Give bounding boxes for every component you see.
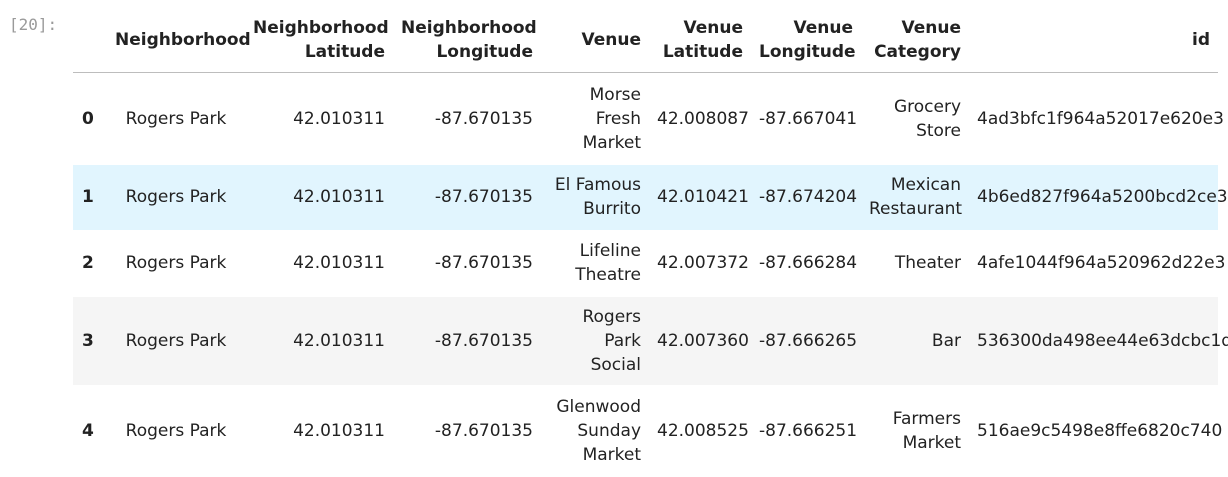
cell-neighborhood: Rogers Park (125, 187, 227, 207)
cell-neighborhood-latitude: 42.010311 (293, 330, 385, 351)
cell-neighborhood: Rogers Park (125, 253, 227, 273)
cell-venue-latitude: 42.008525 (657, 420, 749, 441)
table-header-row: Neighborhood Neighborhood Latitude Neigh… (73, 8, 1218, 73)
cell-neighborhood-longitude: -87.670135 (434, 330, 533, 351)
cell-neighborhood-latitude: 42.010311 (293, 253, 385, 273)
cell-neighborhood-latitude: 42.010311 (293, 108, 385, 129)
row-index: 3 (82, 330, 94, 351)
cell-id: 516ae9c5498e8ffe6820c740 (977, 420, 1223, 441)
cell-id: 4afe1044f964a520962d22e3 (977, 253, 1226, 273)
table-row: 3 Rogers Park 42.010311 -87.670135 Roger… (73, 296, 1228, 385)
cell-venue: El Famous Burrito (554, 175, 641, 219)
cell-venue-longitude: -87.674204 (759, 187, 858, 207)
cell-venue-latitude: 42.007372 (657, 253, 749, 273)
table-row: 1 Rogers Park 42.010311 -87.670135 El Fa… (73, 164, 1228, 230)
dataframe-table: Neighborhood Neighborhood Latitude Neigh… (73, 8, 1228, 477)
cell-venue: Morse Fresh Market (582, 84, 641, 153)
column-header-venue-category: Venue Category (861, 8, 969, 73)
column-header-neighborhood: Neighborhood (107, 8, 251, 73)
column-header-venue: Venue (541, 8, 649, 73)
cell-id: 536300da498ee44e63dcbc1d (977, 330, 1228, 351)
cell-neighborhood-latitude: 42.010311 (293, 187, 385, 207)
column-header-neighborhood-latitude: Neighborhood Latitude (245, 8, 393, 73)
cell-venue-category: Bar (931, 330, 961, 351)
column-header-id: id (969, 8, 1218, 73)
row-index: 0 (82, 108, 94, 129)
cell-venue-category: Grocery Store (893, 96, 961, 141)
cell-neighborhood: Rogers Park (125, 108, 227, 129)
cell-venue-category: Farmers Market (892, 408, 961, 453)
column-header-venue-longitude: Venue Longitude (751, 8, 861, 73)
cell-venue-longitude: -87.666251 (759, 420, 858, 441)
cell-neighborhood-latitude: 42.010311 (293, 420, 385, 441)
cell-venue-latitude: 42.008087 (657, 108, 749, 129)
row-index: 4 (82, 420, 94, 441)
column-header-index (73, 8, 107, 73)
cell-venue-category: Theater (894, 253, 961, 273)
cell-neighborhood-longitude: -87.670135 (434, 108, 533, 129)
cell-venue-latitude: 42.010421 (657, 187, 749, 207)
table-row: 0 Rogers Park 42.010311 -87.670135 Morse… (73, 73, 1224, 165)
cell-venue-longitude: -87.666265 (759, 330, 858, 351)
row-index: 1 (82, 187, 94, 207)
cell-neighborhood: Rogers Park (125, 420, 227, 441)
cell-venue-longitude: -87.666284 (759, 253, 858, 273)
cell-id: 4b6ed827f964a5200bcd2ce3 (977, 187, 1228, 207)
row-index: 2 (82, 253, 94, 273)
cell-neighborhood: Rogers Park (125, 330, 227, 351)
column-header-neighborhood-longitude: Neighborhood Longitude (393, 8, 541, 73)
column-header-venue-latitude: Venue Latitude (649, 8, 751, 73)
cell-venue: Lifeline Theatre (575, 241, 641, 285)
cell-id: 4ad3bfc1f964a52017e620e3 (977, 108, 1224, 129)
cell-venue-latitude: 42.007360 (657, 330, 749, 351)
cell-venue: Rogers Park Social (582, 306, 641, 375)
cell-venue: Glenwood Sunday Market (556, 396, 641, 465)
cell-neighborhood-longitude: -87.670135 (434, 187, 533, 207)
cell-output-prompt: [20]: (9, 15, 58, 34)
table-row: 2 Rogers Park 42.010311 -87.670135 Lifel… (73, 230, 1226, 297)
cell-neighborhood-longitude: -87.670135 (434, 253, 533, 273)
cell-venue-category: Mexican Restaurant (869, 175, 963, 219)
cell-neighborhood-longitude: -87.670135 (434, 420, 533, 441)
cell-venue-longitude: -87.667041 (759, 108, 858, 129)
dataframe-output: Neighborhood Neighborhood Latitude Neigh… (73, 8, 1228, 477)
table-row: 4 Rogers Park 42.010311 -87.670135 Glenw… (73, 385, 1223, 477)
